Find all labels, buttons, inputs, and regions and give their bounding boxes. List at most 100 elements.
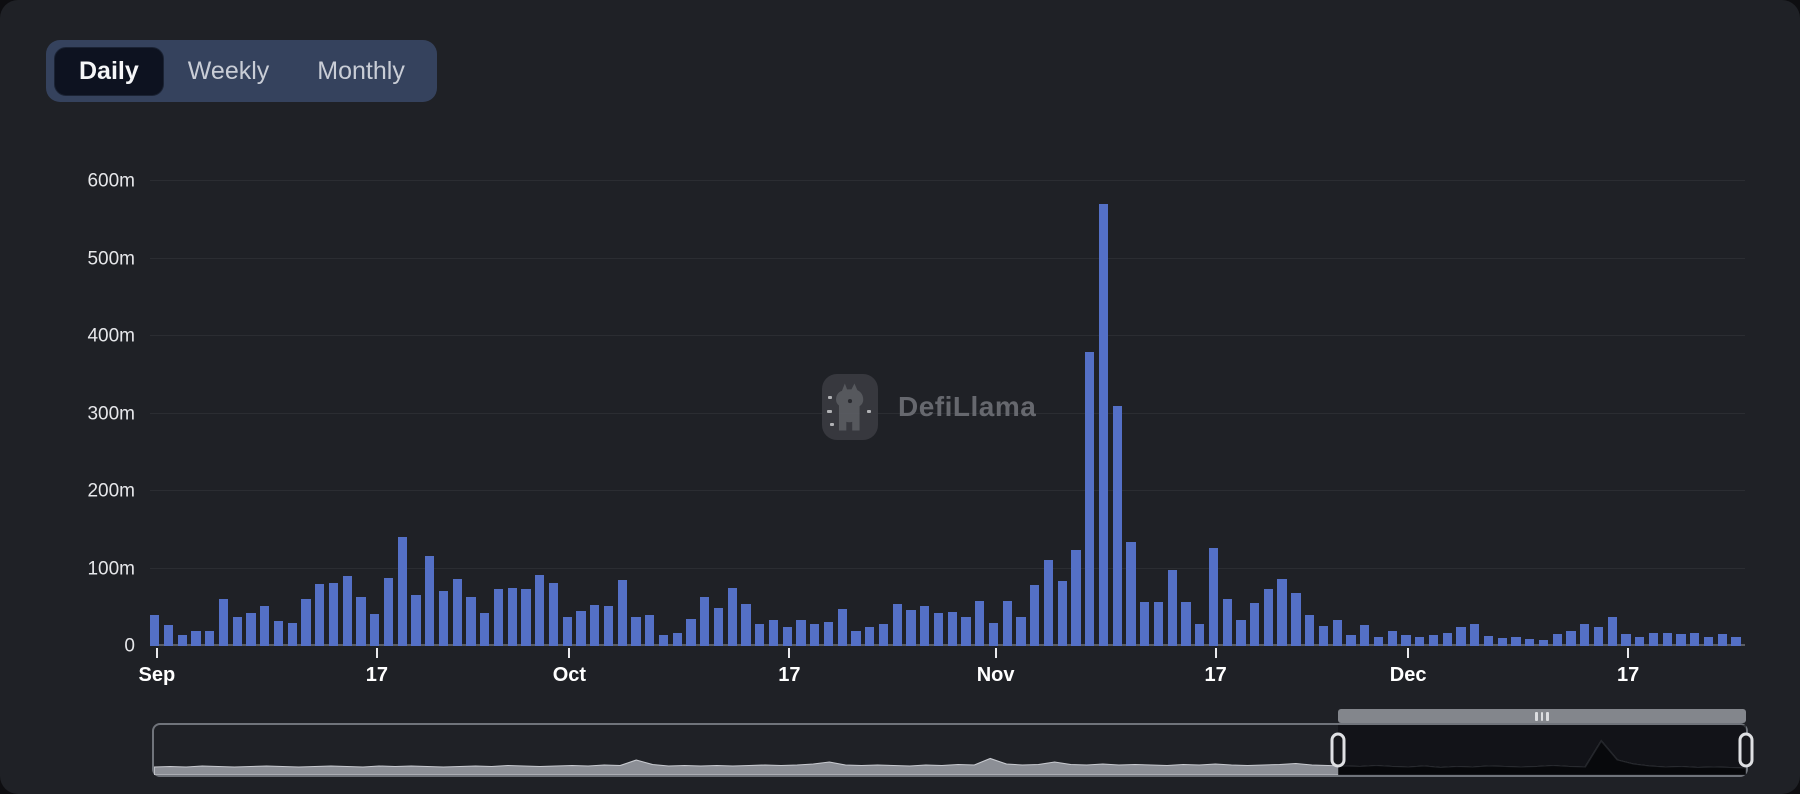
brush-right-handle[interactable] — [1738, 732, 1754, 768]
timeline-brush[interactable] — [152, 709, 1754, 777]
bar[interactable] — [1167, 570, 1177, 646]
bar[interactable] — [1332, 619, 1342, 646]
bar[interactable] — [1470, 624, 1480, 646]
bar[interactable] — [452, 578, 462, 646]
bar[interactable] — [1525, 639, 1535, 646]
brush-move-handle[interactable] — [1338, 709, 1746, 723]
bar[interactable] — [1511, 637, 1521, 646]
bar[interactable] — [205, 630, 215, 646]
bar[interactable] — [397, 536, 407, 646]
bar[interactable] — [1277, 578, 1287, 646]
bar[interactable] — [1401, 635, 1411, 646]
bar[interactable] — [631, 617, 641, 646]
bar[interactable] — [328, 583, 339, 646]
bar[interactable] — [727, 587, 737, 646]
bar[interactable] — [356, 597, 366, 646]
bar[interactable] — [438, 590, 449, 646]
bar[interactable] — [1085, 351, 1095, 646]
bar[interactable] — [1593, 627, 1604, 646]
bar[interactable] — [768, 620, 779, 646]
bar[interactable] — [535, 575, 545, 646]
bar[interactable] — [1387, 630, 1397, 646]
bar[interactable] — [810, 624, 820, 646]
bar[interactable] — [383, 577, 394, 646]
bar[interactable] — [1030, 584, 1040, 646]
bar[interactable] — [191, 631, 201, 646]
bar[interactable] — [232, 617, 242, 646]
bar[interactable] — [1662, 632, 1672, 646]
bar[interactable] — [370, 614, 380, 646]
bar[interactable] — [1263, 589, 1274, 646]
bar[interactable] — [933, 613, 944, 646]
bar[interactable] — [837, 608, 847, 646]
bar[interactable] — [878, 624, 889, 646]
bar[interactable] — [1098, 204, 1109, 646]
bar[interactable] — [507, 587, 517, 646]
bar[interactable] — [1456, 626, 1466, 646]
bar[interactable] — [1621, 633, 1631, 646]
bar[interactable] — [287, 622, 297, 646]
bar[interactable] — [741, 604, 751, 646]
bar[interactable] — [1442, 632, 1452, 646]
bar[interactable] — [1016, 617, 1026, 646]
bar[interactable] — [1360, 625, 1370, 646]
bar[interactable] — [480, 612, 490, 646]
bar[interactable] — [1415, 636, 1425, 646]
bar[interactable] — [975, 601, 985, 646]
bar[interactable] — [617, 580, 627, 646]
bar[interactable] — [1318, 625, 1329, 646]
bar[interactable] — [782, 627, 792, 646]
bar[interactable] — [1648, 632, 1659, 646]
bar[interactable] — [1566, 630, 1576, 646]
bar[interactable] — [1126, 542, 1136, 646]
bar[interactable] — [672, 632, 682, 646]
bar[interactable] — [1538, 639, 1549, 646]
bar[interactable] — [1346, 635, 1356, 646]
bar[interactable] — [1195, 624, 1205, 646]
bar[interactable] — [466, 597, 476, 646]
bar[interactable] — [1428, 635, 1439, 646]
bar[interactable] — [755, 623, 765, 646]
bar[interactable] — [218, 598, 229, 646]
tab-daily[interactable]: Daily — [54, 46, 164, 96]
tab-weekly[interactable]: Weekly — [187, 56, 270, 85]
bar[interactable] — [411, 594, 421, 646]
bar[interactable] — [1181, 601, 1191, 646]
bar[interactable] — [947, 611, 957, 646]
bar[interactable] — [1236, 620, 1246, 646]
bar[interactable] — [713, 608, 724, 646]
bar[interactable] — [177, 635, 187, 646]
bar[interactable] — [920, 605, 930, 646]
bar[interactable] — [342, 576, 352, 646]
bar[interactable] — [425, 556, 435, 646]
brush-left-handle[interactable] — [1330, 732, 1346, 768]
bar[interactable] — [562, 617, 572, 646]
bar[interactable] — [246, 612, 256, 646]
bar[interactable] — [315, 584, 325, 646]
bar[interactable] — [548, 583, 559, 646]
bar[interactable] — [1676, 634, 1686, 646]
bar[interactable] — [1305, 615, 1315, 646]
bar[interactable] — [590, 604, 600, 646]
bar[interactable] — [1043, 559, 1054, 646]
bar[interactable] — [150, 615, 160, 646]
bar[interactable] — [1607, 617, 1617, 646]
bar[interactable] — [163, 625, 174, 646]
bar[interactable] — [1222, 598, 1232, 646]
bar[interactable] — [892, 604, 902, 646]
bar[interactable] — [1002, 601, 1012, 646]
bar[interactable] — [1291, 593, 1301, 646]
bar[interactable] — [603, 606, 614, 646]
bar[interactable] — [988, 622, 999, 646]
bar[interactable] — [1250, 602, 1260, 646]
bar[interactable] — [1552, 634, 1562, 646]
bar[interactable] — [686, 618, 696, 646]
bar[interactable] — [1112, 405, 1122, 646]
bar[interactable] — [865, 626, 875, 646]
bar[interactable] — [273, 621, 284, 646]
bar[interactable] — [1153, 601, 1164, 646]
bar[interactable] — [1208, 547, 1219, 646]
bar[interactable] — [521, 588, 531, 646]
bar[interactable] — [1717, 633, 1727, 646]
bar[interactable] — [576, 611, 586, 646]
